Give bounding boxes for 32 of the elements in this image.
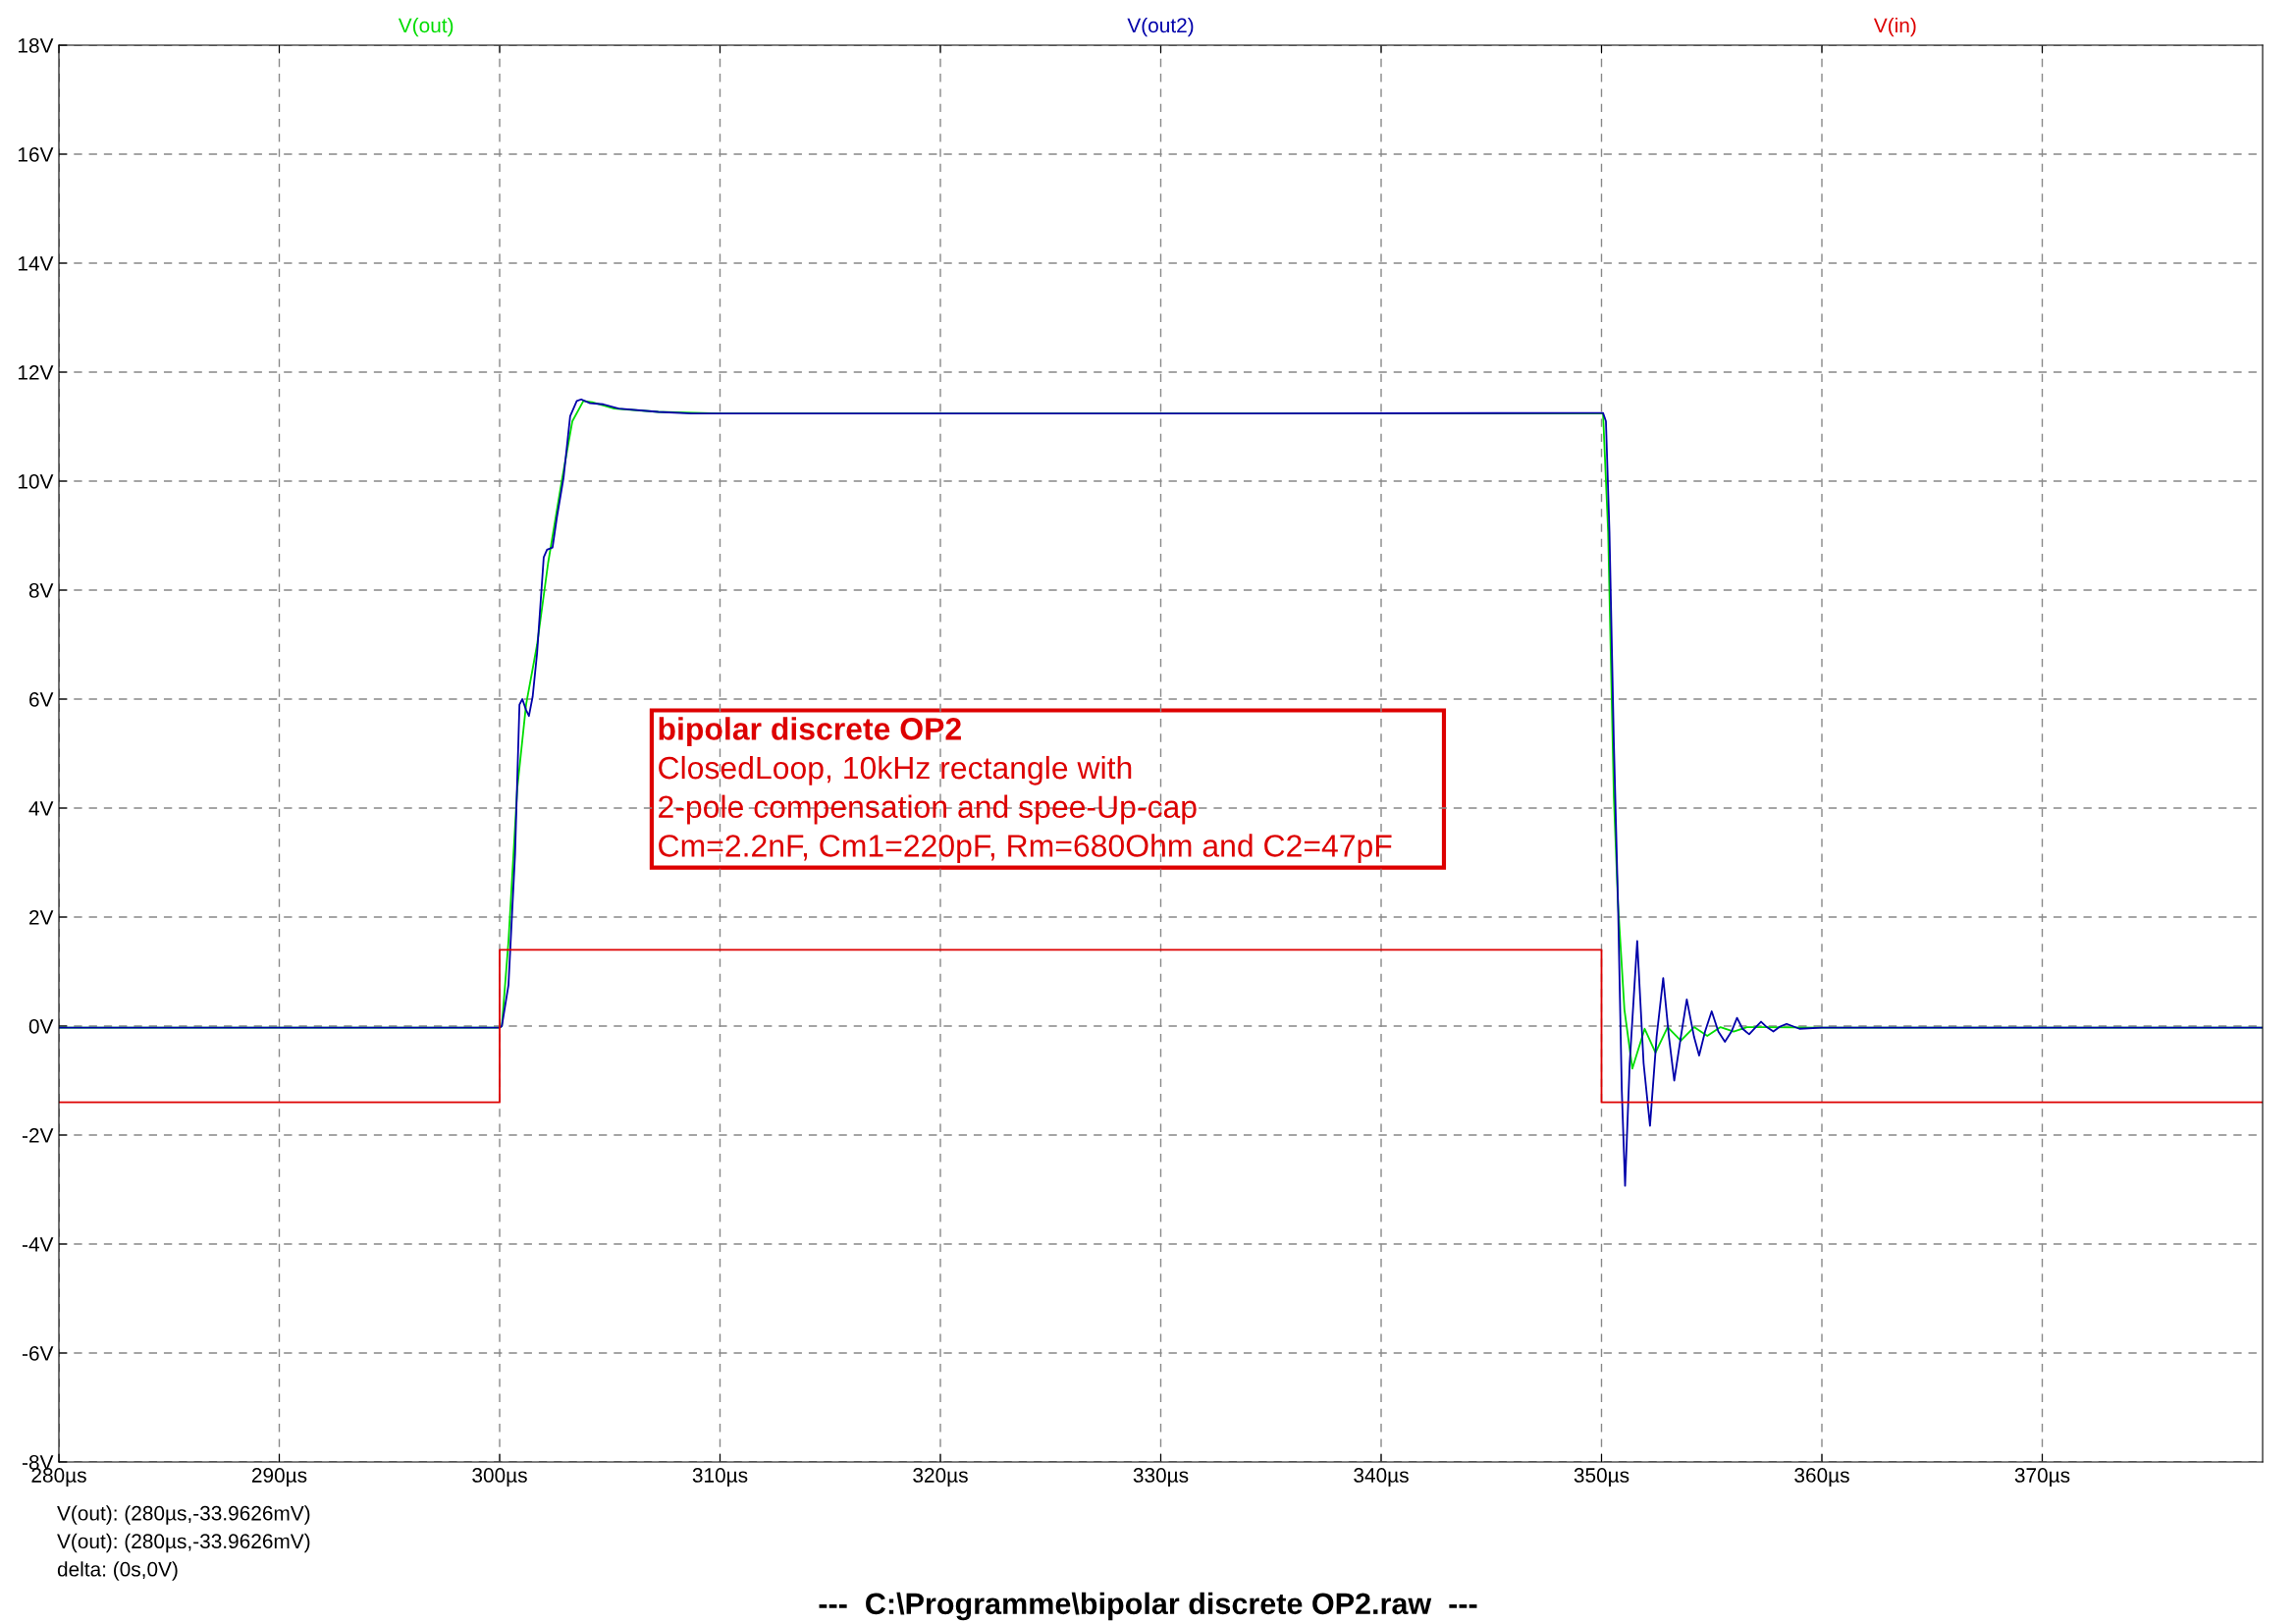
text: V(out): (280µs,-33.9626mV) [57, 1505, 310, 1525]
y-tick-label: 10V [18, 474, 54, 489]
text: V(out) [398, 17, 454, 37]
y-tick-label: -4V [22, 1237, 54, 1252]
y-tick-label: -8V [22, 1455, 54, 1470]
text: V(in) [1873, 17, 1916, 37]
y-tick-label: -2V [22, 1128, 54, 1143]
y-tick-label: -6V [22, 1346, 54, 1361]
x-tick-label: 330µs [1133, 1468, 1189, 1487]
text: V(out): (280µs,-33.9626mV) [57, 1533, 310, 1553]
text: --- C:\Programme\bipolar discrete OP2.raw --- [819, 1592, 1477, 1621]
x-tick-label: 310µs [692, 1468, 748, 1487]
x-tick-label: 360µs [1794, 1468, 1849, 1487]
y-tick-label: 4V [28, 801, 54, 816]
x-tick-label: 370µs [2014, 1468, 2070, 1487]
x-tick-label: 320µs [913, 1468, 968, 1487]
y-tick-label: 16V [18, 147, 54, 162]
x-tick-label: 350µs [1574, 1468, 1629, 1487]
y-tick-label: 14V [18, 256, 54, 271]
text: V(out2) [1127, 17, 1194, 37]
annotation: bipolar discrete OP2 ClosedLoop, 10kHz rectangle with 2-pole compensation and spee-Up-cap Cm=2.2nF, Cm1=220pF, Rm=680Ohm and C2=47pF [659, 717, 1392, 864]
x-tick-label: 290µs [251, 1468, 307, 1487]
x-tick-label: 300µs [472, 1468, 527, 1487]
y-tick-label: 18V [18, 38, 54, 53]
y-tick-label: 0V [28, 1019, 54, 1034]
x-tick-label: 280µs [31, 1468, 86, 1487]
y-tick-label: 12V [18, 365, 54, 380]
x-tick-label: 340µs [1354, 1468, 1409, 1487]
text: delta: (0s,0V) [57, 1561, 178, 1581]
y-tick-label: 2V [29, 910, 54, 925]
y-tick-label: 6V [29, 692, 54, 707]
y-tick-label: 8V [28, 583, 54, 598]
